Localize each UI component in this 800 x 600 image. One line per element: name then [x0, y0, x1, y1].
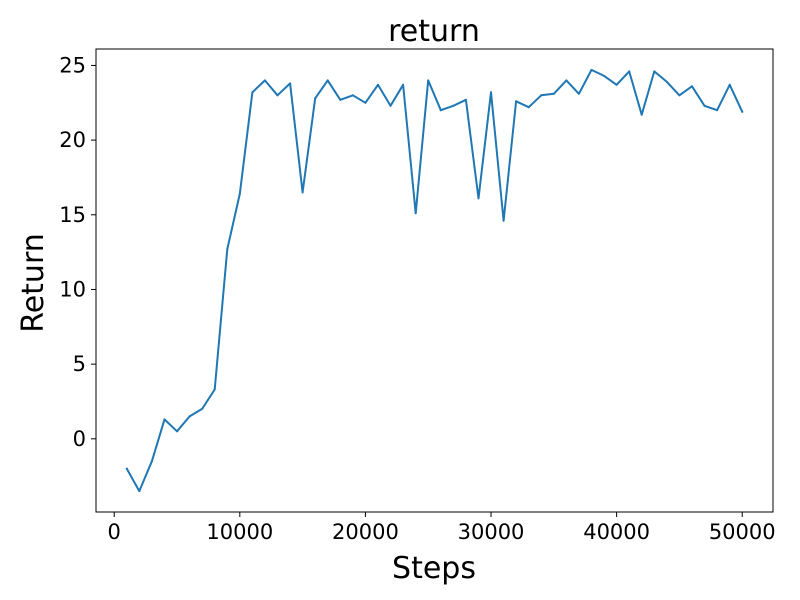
y-axis-title: Return — [16, 233, 51, 333]
y-tick-label: 0 — [73, 427, 86, 451]
x-tick-label: 10000 — [206, 520, 273, 544]
data-point — [339, 98, 342, 101]
y-tick-label: 15 — [59, 203, 86, 227]
series-line-return — [125, 68, 744, 493]
data-point — [540, 94, 543, 97]
data-point — [653, 70, 656, 73]
data-point — [301, 191, 304, 194]
data-point — [464, 98, 467, 101]
data-point — [150, 460, 153, 463]
data-point — [326, 79, 329, 82]
data-point — [703, 104, 706, 107]
data-point — [452, 104, 455, 107]
series-layer — [125, 68, 744, 493]
y-axis-ticks: 0 5 10 15 20 25 — [59, 53, 96, 451]
data-point — [238, 192, 241, 195]
data-point — [552, 92, 555, 95]
data-point — [389, 104, 392, 107]
data-point — [289, 82, 292, 85]
data-point — [628, 70, 631, 73]
y-tick-label: 25 — [59, 53, 86, 77]
x-tick-label: 50000 — [709, 520, 776, 544]
data-point — [276, 94, 279, 97]
data-point — [201, 407, 204, 410]
data-point — [351, 94, 354, 97]
data-point — [251, 91, 254, 94]
data-point — [163, 418, 166, 421]
data-point — [691, 85, 693, 88]
x-axis-ticks: 0 10000 20000 30000 40000 50000 — [108, 512, 776, 544]
data-point — [577, 92, 580, 95]
data-point — [477, 197, 480, 200]
data-point — [414, 212, 417, 215]
data-point — [741, 110, 744, 113]
plot-area-frame — [95, 48, 774, 513]
data-point — [125, 467, 128, 470]
data-point — [502, 219, 505, 222]
x-axis-title: Steps — [392, 551, 476, 586]
chart-title: return — [388, 14, 480, 49]
data-point — [490, 91, 492, 94]
data-point — [176, 430, 178, 433]
x-tick-label: 30000 — [458, 520, 525, 544]
data-point — [565, 79, 568, 82]
data-point — [314, 97, 317, 100]
x-tick-label: 40000 — [583, 520, 650, 544]
data-point — [377, 83, 379, 86]
data-point — [226, 248, 229, 251]
data-point — [716, 109, 719, 112]
x-tick-label: 20000 — [332, 520, 399, 544]
data-point — [138, 490, 141, 493]
data-point — [188, 415, 191, 418]
data-point — [678, 94, 681, 97]
data-point — [263, 79, 266, 82]
data-point — [439, 109, 442, 112]
data-point — [665, 80, 668, 83]
x-tick-label: 0 — [108, 520, 121, 544]
data-point — [728, 83, 731, 86]
y-tick-label: 20 — [59, 128, 86, 152]
data-point — [603, 74, 606, 77]
data-point — [364, 101, 367, 104]
data-point — [640, 113, 643, 116]
y-tick-label: 10 — [59, 277, 86, 301]
data-point — [527, 106, 530, 109]
data-point — [515, 100, 518, 103]
y-tick-label: 5 — [73, 352, 86, 376]
data-point — [402, 83, 405, 86]
data-point — [427, 79, 430, 82]
data-point — [213, 388, 216, 391]
data-point — [615, 83, 618, 86]
data-point — [590, 68, 593, 71]
